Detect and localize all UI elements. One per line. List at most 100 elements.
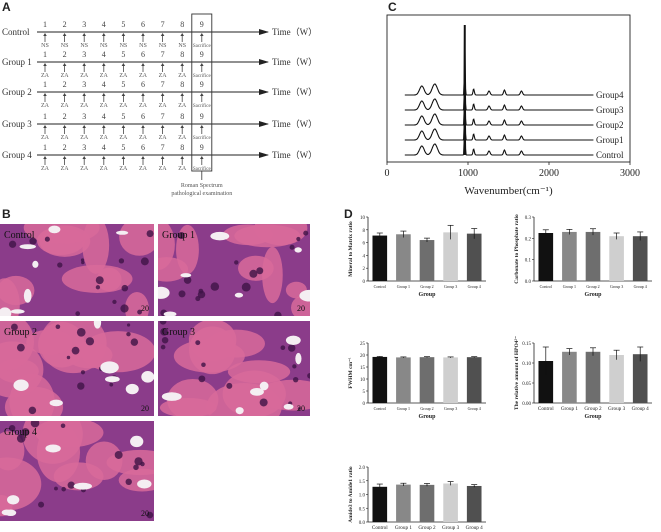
cell-nucleus [307, 372, 310, 379]
dose-arrow-icon [43, 125, 47, 128]
dose-marker: ZA [80, 135, 89, 141]
cell-nucleus [177, 232, 185, 240]
x-axis-label: Group [585, 292, 603, 298]
dose-arrow-icon [160, 156, 165, 159]
bone-trabecula [119, 224, 154, 256]
image-label: Group 3 [162, 327, 195, 338]
cell-nucleus [80, 258, 85, 262]
bar [466, 485, 482, 522]
cell-nucleus [160, 344, 166, 350]
week-number: 6 [141, 143, 145, 152]
week-number: 5 [121, 80, 125, 89]
category-label: Group 2 [420, 284, 433, 289]
histology-image: Group 4 20 [0, 421, 154, 521]
week-number: 3 [82, 80, 86, 89]
cell-nucleus [274, 311, 282, 316]
cell-nucleus [120, 304, 129, 313]
cell-nucleus [109, 382, 114, 387]
week-number: 2 [63, 50, 67, 59]
spectrum-line [404, 80, 594, 126]
time-axis-label: Time（W） [272, 119, 317, 129]
y-tick-label: 10 [360, 216, 366, 221]
dose-marker: ZA [139, 103, 148, 109]
dose-arrow-icon [160, 125, 165, 128]
bar [419, 240, 435, 281]
dose-arrow-icon [82, 125, 86, 128]
week-number: 2 [63, 20, 67, 29]
spectrum-line [404, 65, 594, 111]
dose-arrow-icon [160, 93, 165, 96]
week-number: 9 [200, 143, 204, 152]
marrow-space [250, 387, 264, 396]
bar-chart: 0 5 10 15 20 25 Control Group 1 Group 2 Group 3 Gr… [348, 342, 486, 420]
dose-marker: ZA [100, 103, 109, 109]
cell-nucleus [256, 267, 264, 275]
image-label: Control [4, 230, 35, 241]
marrow-space [137, 479, 152, 489]
dose-arrow-icon [141, 125, 145, 128]
endpoint-label-1: Roman Spectrum [181, 183, 223, 189]
bar [538, 361, 554, 403]
category-label: Control [538, 406, 554, 412]
week-number: 1 [43, 50, 47, 59]
category-label: Group 4 [632, 406, 650, 412]
marrow-space [116, 230, 129, 235]
cell-nucleus [126, 323, 131, 327]
marrow-space [93, 321, 102, 329]
y-tick-label: 0.00 [522, 402, 531, 407]
dose-arrow-icon [62, 93, 67, 96]
dose-arrow-icon [180, 156, 184, 159]
category-label: Group 3 [608, 406, 626, 412]
marrow-space [45, 444, 61, 453]
bar [372, 235, 388, 281]
dose-arrow-icon [82, 63, 86, 66]
marrow-space [259, 381, 269, 391]
marrow-space [19, 244, 36, 250]
marrow-space [73, 482, 93, 490]
bar [562, 351, 577, 403]
dose-marker: ZA [159, 103, 168, 109]
y-tick-label: 0.1 [525, 259, 532, 264]
bone-trabecula [159, 398, 217, 416]
cell-nucleus [38, 501, 45, 508]
dose-arrow-icon [200, 156, 204, 159]
bar [466, 233, 482, 281]
scale-bar-label: 20 [297, 304, 305, 313]
scale-bar-label: 20 [141, 404, 149, 413]
marrow-space [234, 292, 244, 298]
week-number: 9 [200, 50, 204, 59]
cell-nucleus [66, 355, 71, 360]
marrow-space [141, 371, 154, 383]
dose-marker: ZA [100, 73, 109, 79]
category-label: Group 1 [397, 284, 410, 289]
y-tick-label: 25 [360, 342, 366, 347]
dose-arrow-icon [121, 63, 126, 66]
histology-image: Group 1 20 [158, 224, 310, 316]
dose-arrow-icon [200, 93, 204, 96]
week-number: 9 [200, 20, 204, 29]
y-tick-label: 0.05 [522, 382, 531, 387]
dose-arrow-icon [141, 63, 145, 66]
cell-nucleus [80, 370, 86, 375]
category-label: Group 4 [466, 525, 484, 531]
category-label: Control [374, 284, 387, 289]
dose-marker: ZA [119, 103, 128, 109]
y-tick-label: 0.5 [359, 507, 366, 512]
bar [443, 483, 458, 522]
spectrum-plot-frame [386, 14, 631, 163]
image-label: Group 4 [4, 427, 37, 438]
sacrifice-label: Sacrifice [193, 136, 212, 141]
dose-arrow-icon [82, 156, 86, 159]
marrow-space [294, 247, 302, 253]
y-tick-label: 0.15 [522, 342, 531, 347]
dose-arrow-icon [180, 33, 184, 36]
cell-nucleus [44, 236, 50, 242]
sacrifice-label: Sacrifice [193, 167, 212, 172]
marrow-space [23, 288, 32, 303]
week-number: 7 [161, 80, 165, 89]
category-label: Group 1 [563, 284, 576, 289]
dose-marker: ZA [41, 135, 50, 141]
sacrifice-label: Sacrifice [193, 74, 212, 79]
dose-arrow-icon [121, 33, 126, 36]
week-number: 1 [43, 20, 47, 29]
